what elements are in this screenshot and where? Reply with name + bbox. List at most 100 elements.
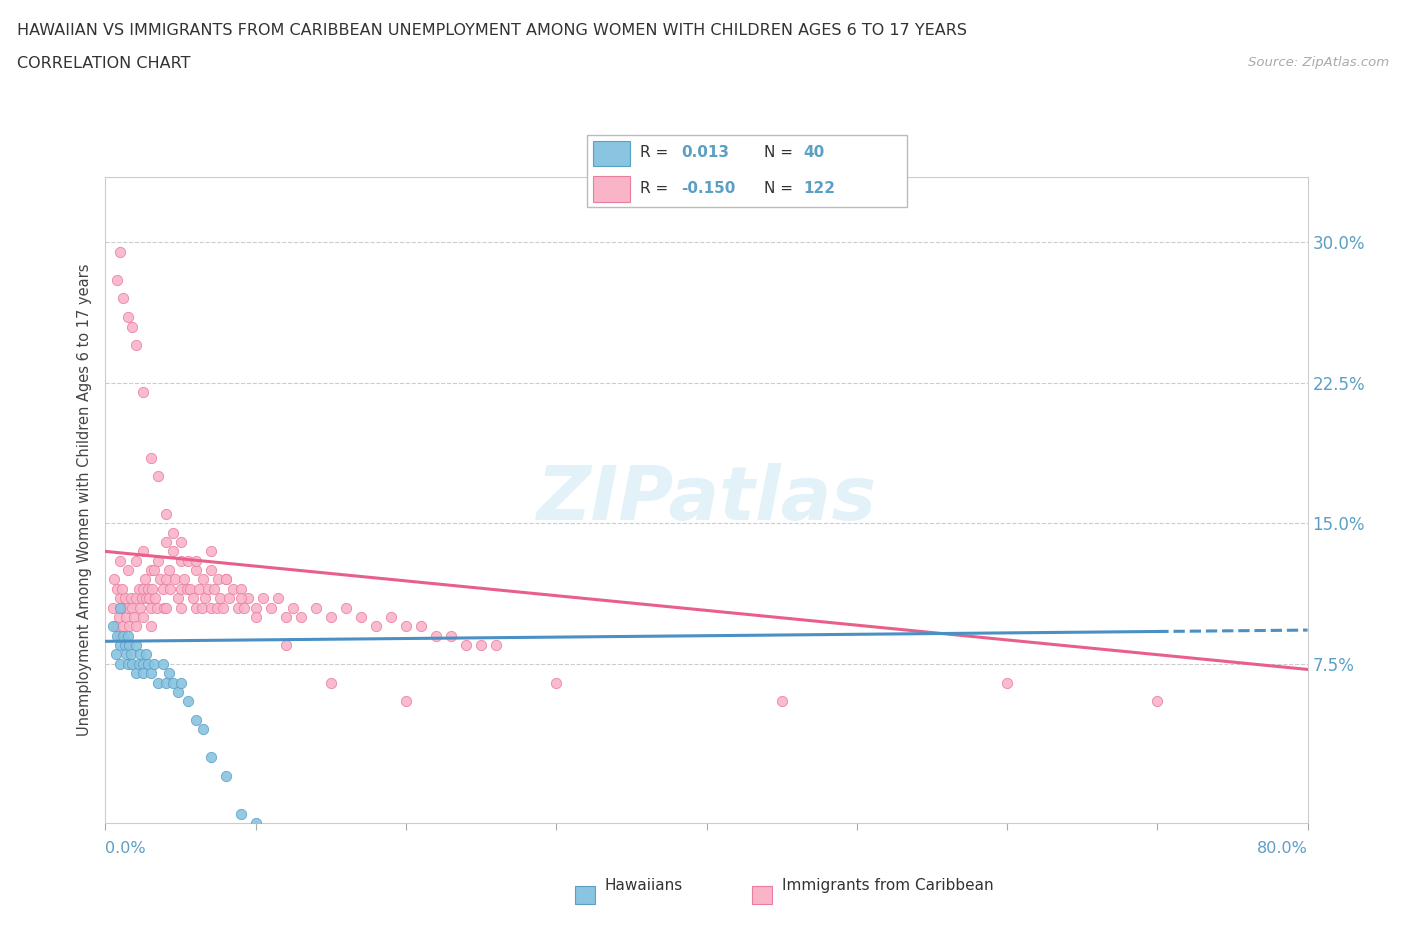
Point (110, 600, 132, 615)
Point (101, 618, 124, 633)
Point (118, 618, 141, 633)
Point (142, 657, 165, 671)
Point (117, 310, 139, 325)
Point (162, 544, 184, 559)
Point (229, 591, 252, 605)
Text: Hawaiians: Hawaiians (605, 878, 683, 893)
Point (157, 666, 180, 681)
Point (121, 657, 143, 671)
Point (132, 666, 155, 681)
Point (162, 525, 184, 540)
Point (110, 638, 132, 653)
Point (139, 666, 162, 681)
Point (111, 581, 134, 596)
Point (191, 722, 214, 737)
Point (136, 581, 159, 596)
Point (142, 563, 165, 578)
Point (176, 581, 198, 596)
Point (146, 553, 169, 568)
Point (103, 572, 125, 587)
FancyBboxPatch shape (575, 886, 595, 904)
Point (115, 647, 138, 662)
Point (107, 272, 129, 287)
Point (226, 600, 249, 615)
Text: N =: N = (763, 181, 797, 196)
Point (163, 572, 186, 587)
Point (112, 618, 135, 633)
Point (124, 553, 146, 568)
Point (129, 600, 152, 615)
Point (290, 609, 312, 624)
Point (274, 638, 297, 653)
Text: CORRELATION CHART: CORRELATION CHART (17, 56, 190, 71)
Point (191, 572, 214, 587)
FancyBboxPatch shape (593, 177, 630, 202)
Point (152, 581, 174, 596)
Point (122, 609, 145, 624)
Point (166, 684, 188, 699)
Point (173, 572, 195, 587)
Point (169, 581, 191, 596)
Point (162, 675, 184, 690)
Point (117, 600, 139, 615)
Point (155, 600, 177, 615)
Point (107, 581, 129, 596)
Point (200, 563, 222, 578)
Point (245, 816, 267, 830)
Point (132, 385, 155, 400)
Point (207, 572, 229, 587)
Point (211, 600, 233, 615)
Point (305, 600, 328, 615)
Point (117, 629, 139, 644)
Point (124, 666, 146, 681)
Point (177, 694, 200, 709)
Text: HAWAIIAN VS IMMIGRANTS FROM CARIBBEAN UNEMPLOYMENT AMONG WOMEN WITH CHILDREN AGE: HAWAIIAN VS IMMIGRANTS FROM CARIBBEAN UN… (17, 23, 967, 38)
Text: Source: ZipAtlas.com: Source: ZipAtlas.com (1249, 56, 1389, 69)
Point (229, 581, 252, 596)
Point (335, 600, 357, 615)
Point (214, 572, 236, 587)
Point (350, 609, 373, 624)
Point (157, 563, 180, 578)
Point (146, 675, 169, 690)
Point (245, 600, 267, 615)
Point (485, 638, 508, 653)
Point (124, 591, 146, 605)
Point (132, 609, 155, 624)
Point (200, 600, 222, 615)
Point (155, 535, 177, 550)
Point (117, 563, 139, 578)
Text: ZIPatlas: ZIPatlas (537, 463, 876, 537)
Point (770, 694, 793, 709)
Point (454, 638, 477, 653)
Point (128, 657, 150, 671)
Point (143, 591, 166, 605)
Point (110, 553, 132, 568)
Point (184, 600, 207, 615)
Point (139, 618, 162, 633)
Point (136, 657, 159, 671)
Point (200, 544, 222, 559)
Point (169, 675, 191, 690)
Point (112, 600, 135, 615)
Point (181, 591, 204, 605)
Point (194, 591, 217, 605)
Point (169, 535, 191, 550)
Point (104, 618, 127, 633)
Point (148, 572, 170, 587)
Text: N =: N = (763, 145, 797, 160)
Point (395, 618, 418, 633)
Point (138, 591, 160, 605)
Point (179, 581, 201, 596)
FancyBboxPatch shape (593, 140, 630, 166)
Text: 0.013: 0.013 (681, 145, 728, 160)
Point (124, 338, 146, 352)
Point (153, 600, 176, 615)
Point (112, 291, 135, 306)
Point (245, 609, 267, 624)
Point (145, 600, 167, 615)
Point (184, 563, 207, 578)
Y-axis label: Unemployment Among Women with Children Ages 6 to 17 years: Unemployment Among Women with Children A… (77, 263, 93, 737)
Point (319, 675, 342, 690)
Point (274, 834, 297, 849)
